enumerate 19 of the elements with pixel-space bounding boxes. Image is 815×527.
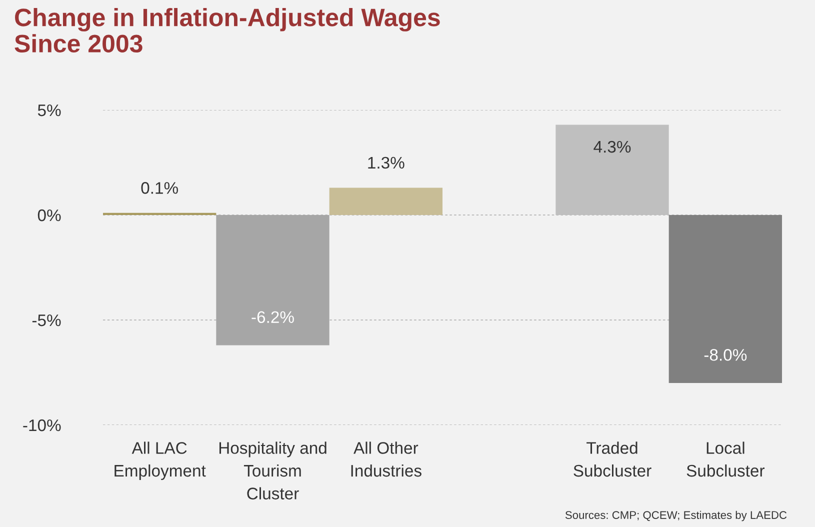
data-label: -6.2% — [252, 311, 294, 324]
bar — [668, 215, 782, 383]
bar — [329, 188, 442, 215]
chart-title: Change in Inflation-Adjusted Wages Since 2003 — [14, 8, 440, 53]
y-tick-label: 5% — [38, 104, 61, 116]
x-tick-label: Traded Subcluster — [574, 442, 652, 477]
data-label: 4.3% — [594, 140, 631, 153]
source-note: Sources: CMP; QCEW; Estimates by LAEDC — [565, 510, 787, 522]
y-tick-label: -10% — [23, 419, 61, 432]
x-tick-label: All LAC Employment — [114, 442, 206, 480]
x-tick-label: Local Subcluster — [686, 442, 765, 477]
y-tick-label: -5% — [32, 314, 61, 326]
x-tick-label: All Other Industries — [351, 442, 422, 477]
data-label: 0.1% — [141, 182, 178, 194]
y-tick-label: 0% — [38, 209, 61, 222]
bar — [216, 215, 330, 346]
data-label: -8.0% — [704, 349, 747, 361]
x-tick-label: Hospitality and Tourism Cluster — [219, 442, 326, 500]
data-label: 1.3% — [368, 156, 404, 169]
